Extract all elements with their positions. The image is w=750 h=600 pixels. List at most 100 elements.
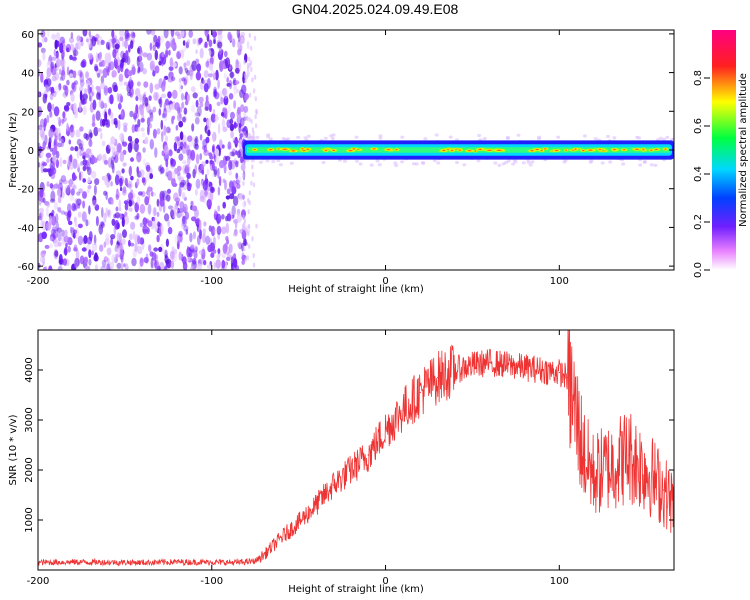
- snr-point: [176, 561, 178, 563]
- noise-speckle: [119, 132, 125, 142]
- noise-speckle: [93, 126, 99, 137]
- band-halo: [621, 162, 626, 166]
- noise-speckle: [210, 186, 214, 192]
- noise-speckle: [111, 118, 114, 125]
- band-halo: [331, 133, 336, 137]
- noise-speckle: [153, 216, 158, 225]
- noise-speckle: [198, 96, 204, 103]
- noise-speckle: [155, 91, 160, 102]
- noise-speckle: [253, 74, 257, 80]
- band-halo: [482, 137, 487, 141]
- noise-speckle: [242, 181, 245, 186]
- snr-point: [350, 469, 352, 471]
- noise-speckle: [111, 254, 116, 263]
- noise-speckle: [233, 160, 239, 165]
- noise-speckle: [235, 80, 240, 85]
- noise-speckle: [110, 181, 113, 187]
- noise-speckle: [255, 108, 258, 114]
- noise-speckle: [192, 231, 196, 240]
- noise-speckle: [45, 152, 52, 158]
- noise-speckle: [217, 186, 221, 196]
- noise-speckle: [172, 89, 178, 99]
- x-tick-label: -200: [27, 576, 50, 587]
- noise-speckle: [120, 262, 124, 270]
- noise-speckle: [128, 69, 134, 75]
- noise-speckle: [49, 147, 54, 152]
- band-peak: [381, 147, 396, 152]
- noise-speckle: [82, 178, 86, 183]
- noise-speckle: [74, 146, 79, 152]
- noise-speckle: [107, 209, 112, 218]
- x-tick-label: -100: [200, 276, 223, 287]
- noise-speckle: [181, 101, 185, 109]
- noise-speckle: [197, 169, 202, 176]
- noise-speckle: [242, 194, 245, 200]
- noise-speckle: [236, 176, 242, 185]
- noise-speckle: [165, 158, 169, 168]
- noise-speckle: [167, 170, 173, 181]
- noise-speckle: [231, 205, 236, 217]
- noise-speckle: [143, 257, 149, 264]
- noise-speckle: [249, 60, 253, 66]
- y-tick-label: -20: [18, 185, 34, 196]
- y-tick-label: 1000: [24, 507, 35, 532]
- noise-speckle: [195, 153, 200, 165]
- noise-speckle: [110, 136, 116, 145]
- noise-speckle: [213, 262, 216, 269]
- noise-speckle: [109, 261, 115, 270]
- noise-speckle: [209, 57, 214, 65]
- noise-speckle: [208, 103, 212, 113]
- noise-speckle: [114, 174, 120, 186]
- noise-speckle: [41, 37, 45, 43]
- noise-speckle: [55, 52, 60, 59]
- noise-speckle: [203, 259, 207, 266]
- noise-speckle: [237, 32, 241, 43]
- noise-speckle: [201, 169, 205, 175]
- noise-speckle: [91, 84, 94, 93]
- noise-speckle: [253, 35, 257, 41]
- noise-speckle: [165, 49, 169, 58]
- noise-speckle: [109, 112, 114, 119]
- noise-speckle: [182, 40, 186, 46]
- noise-speckle: [168, 149, 173, 157]
- band-peak: [530, 147, 544, 152]
- noise-speckle: [112, 48, 117, 59]
- noise-speckle: [147, 125, 150, 136]
- noise-speckle: [86, 236, 93, 245]
- noise-speckle: [112, 38, 115, 49]
- band-halo: [423, 137, 428, 141]
- noise-speckle: [111, 163, 115, 174]
- noise-speckle: [55, 213, 59, 223]
- band-halo: [250, 159, 255, 163]
- noise-speckle: [210, 113, 217, 123]
- noise-speckle: [50, 164, 54, 176]
- noise-speckle: [217, 41, 223, 49]
- noise-speckle: [144, 196, 150, 206]
- noise-speckle: [38, 59, 42, 67]
- noise-speckle: [38, 207, 45, 213]
- noise-speckle: [137, 235, 141, 245]
- noise-speckle: [48, 128, 54, 139]
- noise-speckle: [138, 61, 144, 73]
- noise-speckle: [98, 153, 103, 161]
- noise-speckle: [59, 42, 64, 54]
- noise-speckle: [154, 83, 160, 90]
- noise-speckle: [223, 87, 229, 99]
- noise-speckle: [124, 215, 130, 225]
- noise-speckle: [233, 121, 237, 129]
- noise-speckle: [195, 49, 198, 54]
- noise-speckle: [147, 203, 152, 215]
- noise-speckle: [42, 51, 46, 61]
- noise-speckle: [192, 38, 197, 45]
- noise-speckle: [128, 199, 133, 207]
- noise-speckle: [92, 99, 97, 111]
- noise-speckle: [79, 71, 83, 78]
- noise-speckle: [188, 30, 193, 38]
- noise-speckle: [217, 30, 223, 36]
- noise-speckle: [82, 200, 86, 209]
- noise-speckle: [151, 190, 154, 197]
- noise-speckle: [48, 265, 53, 270]
- band-halo: [637, 136, 641, 140]
- noise-speckle: [169, 250, 175, 260]
- noise-speckle: [189, 72, 193, 81]
